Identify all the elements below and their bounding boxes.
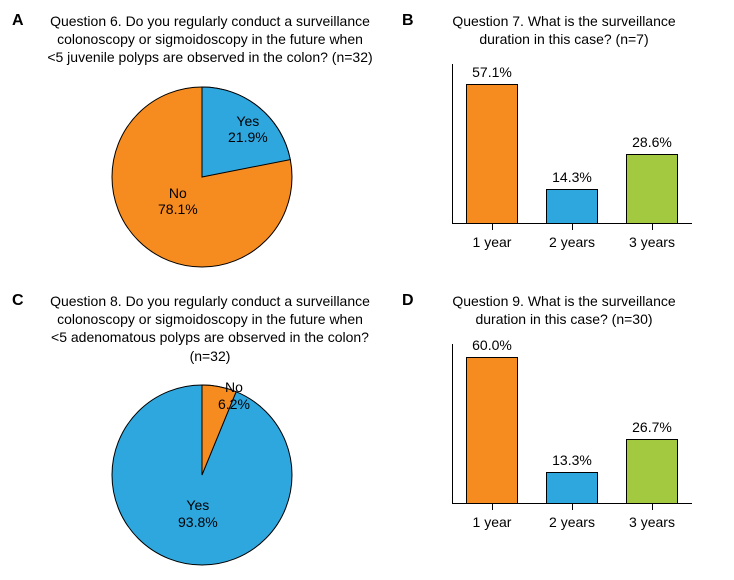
panel-c-title-l3: <5 adenomatous polyps are observed in th… (51, 329, 369, 363)
bar-column: 60.0% (466, 337, 518, 505)
bar-value-label: 26.7% (632, 419, 672, 435)
panel-a-title-l3: <5 juvenile polyps are observed in the c… (47, 49, 372, 65)
bar-rect (626, 439, 678, 505)
x-axis-label: 3 years (617, 514, 687, 530)
panel-c-title-l1: Question 8. Do you regularly conduct a s… (50, 293, 370, 309)
bar-rect (546, 189, 598, 224)
x-axis-label: 2 years (537, 234, 607, 250)
panel-a-letter: A (12, 12, 24, 30)
panel-b-bar-chart: 57.1% 14.3% 28.6% 1 year 2 years 3 years (422, 64, 702, 254)
x-labels-d: 1 year 2 years 3 years (452, 514, 692, 530)
label-text: Yes (236, 113, 259, 129)
bar-value-label: 13.3% (552, 452, 592, 468)
bar-value-label: 57.1% (472, 64, 512, 80)
bar-rect (466, 357, 518, 505)
panel-d-title-l2: duration in this case? (n=30) (475, 311, 652, 327)
x-axis-label: 3 years (617, 234, 687, 250)
label-text: 78.1% (158, 201, 198, 217)
bar-value-label: 60.0% (472, 337, 512, 353)
bar-rect (466, 84, 518, 225)
bar-rect (546, 472, 598, 505)
panel-a-title: Question 6. Do you regularly conduct a s… (12, 12, 392, 73)
bar-value-label: 28.6% (632, 134, 672, 150)
bars-container-b: 57.1% 14.3% 28.6% (452, 64, 692, 224)
panel-d-title-l1: Question 9. What is the surveillance (452, 293, 675, 309)
panel-a-title-l1: Question 6. Do you regularly conduct a s… (50, 13, 370, 29)
panel-d-letter: D (402, 292, 414, 310)
panel-c-title: Question 8. Do you regularly conduct a s… (12, 292, 392, 371)
label-text: 6.2% (218, 396, 250, 412)
x-tick (572, 504, 573, 510)
label-text: 21.9% (228, 129, 268, 145)
x-labels-b: 1 year 2 years 3 years (452, 234, 692, 250)
label-text: Yes (186, 497, 209, 513)
panel-a-pie: Yes 21.9% No 78.1% (102, 77, 302, 277)
panel-b-title-l2: duration in this case? (n=7) (479, 31, 648, 47)
panel-d-title: Question 9. What is the surveillance dur… (402, 292, 722, 334)
panel-c-no-label: No 6.2% (218, 379, 250, 413)
panel-b-title: Question 7. What is the surveillance dur… (402, 12, 722, 54)
panel-c-yes-label: Yes 93.8% (178, 497, 218, 531)
panel-c: C Question 8. Do you regularly conduct a… (12, 292, 392, 562)
x-tick (652, 504, 653, 510)
bar-column: 26.7% (626, 419, 678, 505)
x-axis-label: 1 year (457, 234, 527, 250)
bars-container-d: 60.0%13.3%26.7% (452, 344, 692, 504)
panel-b: B Question 7. What is the surveillance d… (402, 12, 722, 282)
bar-rect (626, 154, 678, 224)
panel-a-no-label: No 78.1% (158, 185, 198, 219)
x-tick (492, 504, 493, 510)
panel-c-pie: No 6.2% Yes 93.8% (102, 375, 302, 575)
pie-svg-a (102, 77, 302, 277)
label-text: No (169, 185, 187, 201)
x-tick (652, 224, 653, 230)
x-axis-label: 1 year (457, 514, 527, 530)
panel-a-title-l2: colonoscopy or sigmoidoscopy in the futu… (57, 31, 363, 47)
bar-value-label: 14.3% (552, 169, 592, 185)
panel-a: A Question 6. Do you regularly conduct a… (12, 12, 392, 282)
bar-column: 14.3% (546, 169, 598, 224)
x-tick (492, 224, 493, 230)
label-text: No (225, 379, 243, 395)
figure-grid: A Question 6. Do you regularly conduct a… (12, 12, 722, 562)
x-axis-label: 2 years (537, 514, 607, 530)
panel-d: D Question 9. What is the surveillance d… (402, 292, 722, 562)
bar-column: 28.6% (626, 134, 678, 224)
x-tick (572, 224, 573, 230)
panel-b-letter: B (402, 12, 414, 30)
bar-column: 57.1% (466, 64, 518, 225)
panel-a-yes-label: Yes 21.9% (228, 113, 268, 147)
bar-column: 13.3% (546, 452, 598, 505)
pie-svg-c (102, 375, 302, 575)
panel-b-title-l1: Question 7. What is the surveillance (452, 13, 675, 29)
panel-d-bar-chart: 60.0%13.3%26.7% 1 year2 years3 years (422, 344, 702, 534)
panel-c-title-l2: colonoscopy or sigmoidoscopy in the futu… (57, 311, 363, 327)
panel-c-letter: C (12, 292, 24, 310)
label-text: 93.8% (178, 514, 218, 530)
